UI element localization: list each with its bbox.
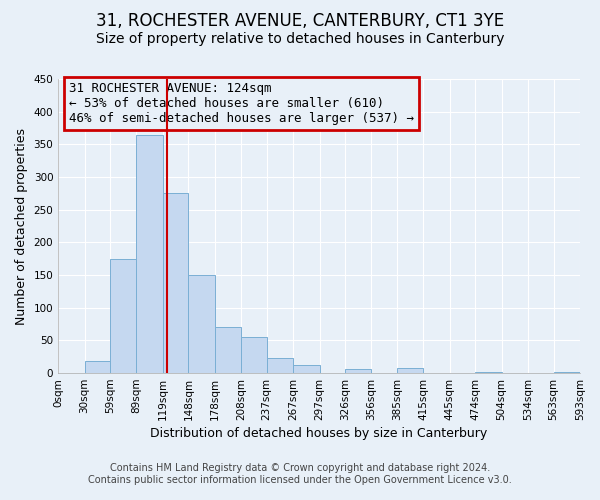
Bar [215, 328, 241, 373]
X-axis label: Distribution of detached houses by size in Canterbury: Distribution of detached houses by size … [151, 427, 488, 440]
Bar [110, 258, 136, 373]
Bar [293, 365, 320, 373]
Y-axis label: Number of detached properties: Number of detached properties [15, 128, 28, 324]
Text: 31, ROCHESTER AVENUE, CANTERBURY, CT1 3YE: 31, ROCHESTER AVENUE, CANTERBURY, CT1 3Y… [96, 12, 504, 30]
Bar [345, 369, 371, 373]
Bar [475, 372, 502, 373]
Bar [188, 275, 215, 373]
Text: Size of property relative to detached houses in Canterbury: Size of property relative to detached ho… [96, 32, 504, 46]
Text: 31 ROCHESTER AVENUE: 124sqm
← 53% of detached houses are smaller (610)
46% of se: 31 ROCHESTER AVENUE: 124sqm ← 53% of det… [68, 82, 413, 125]
Bar [554, 372, 580, 373]
Bar [136, 134, 163, 373]
Bar [85, 362, 110, 373]
Bar [163, 194, 188, 373]
Bar [241, 337, 267, 373]
Text: Contains HM Land Registry data © Crown copyright and database right 2024.
Contai: Contains HM Land Registry data © Crown c… [88, 464, 512, 485]
Bar [267, 358, 293, 373]
Bar [397, 368, 424, 373]
